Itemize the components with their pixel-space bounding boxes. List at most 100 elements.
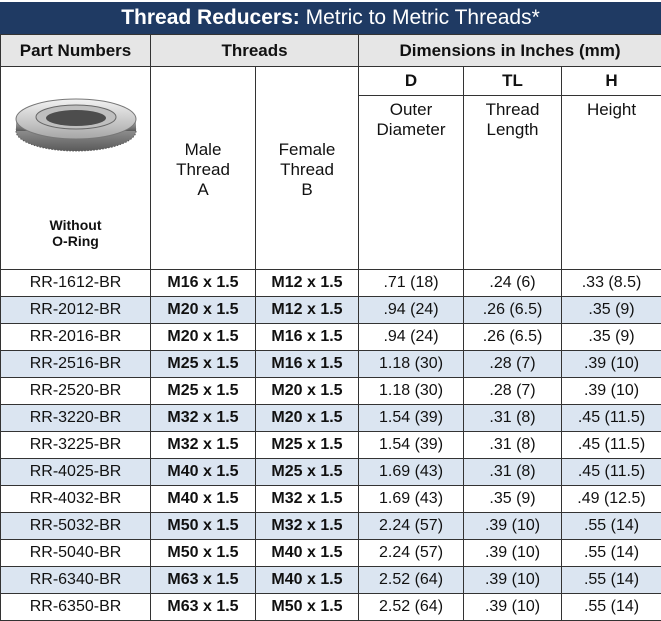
table-cell: .94 (24) [359,324,464,351]
table-cell: .35 (9) [464,486,562,513]
subheader-cell: Height [562,96,661,270]
table-cell: .39 (10) [562,378,661,405]
table-cell: .31 (8) [464,432,562,459]
table-cell: .26 (6.5) [464,297,562,324]
image-caption: Without O-Ring [4,217,147,249]
table-cell: RR-5032-BR [1,513,151,540]
table-cell: .35 (9) [562,324,661,351]
table-cell: M50 x 1.5 [256,594,359,621]
table-cell: .55 (14) [562,567,661,594]
table-cell: M40 x 1.5 [256,540,359,567]
table-cell: 1.54 (39) [359,432,464,459]
table-cell: .45 (11.5) [562,459,661,486]
table-cell: M16 x 1.5 [256,324,359,351]
table-cell: M40 x 1.5 [151,486,256,513]
subheader-symbol: D [359,67,464,96]
table-cell: M32 x 1.5 [256,513,359,540]
table-cell: M32 x 1.5 [151,405,256,432]
table-cell: M50 x 1.5 [151,540,256,567]
title-bar: Thread Reducers: Metric to Metric Thread… [0,2,661,34]
table-cell: RR-2520-BR [1,378,151,405]
table-cell: M32 x 1.5 [256,486,359,513]
table-cell: .55 (14) [562,513,661,540]
table-cell: M40 x 1.5 [151,459,256,486]
table-cell: M50 x 1.5 [151,513,256,540]
table-cell: 1.69 (43) [359,459,464,486]
table-cell: RR-3225-BR [1,432,151,459]
table-cell: RR-2016-BR [1,324,151,351]
table-cell: 2.24 (57) [359,513,464,540]
table-cell: RR-3220-BR [1,405,151,432]
header-row: Part Numbers Threads Dimensions in Inche… [1,35,661,67]
image-cell: Without O-Ring [1,67,151,270]
table-cell: .45 (11.5) [562,432,661,459]
table-cell: RR-6350-BR [1,594,151,621]
table-cell: 1.18 (30) [359,378,464,405]
table-cell: RR-2012-BR [1,297,151,324]
header-cell: Threads [151,35,359,67]
table-cell: M25 x 1.5 [256,459,359,486]
table-cell: 1.69 (43) [359,486,464,513]
table-cell: .55 (14) [562,540,661,567]
table-cell: .39 (10) [464,567,562,594]
product-image [6,91,146,191]
table-cell: M20 x 1.5 [151,297,256,324]
table-cell: RR-5040-BR [1,540,151,567]
header-cell: Dimensions in Inches (mm) [359,35,661,67]
table-cell: 2.52 (64) [359,567,464,594]
table-cell: 1.18 (30) [359,351,464,378]
table-cell: .33 (8.5) [562,270,661,297]
table-cell: .24 (6) [464,270,562,297]
subheader-row: Without O-Ring Male Thread A Female Thre… [1,67,661,96]
table-cell: M63 x 1.5 [151,567,256,594]
table-cell: 2.24 (57) [359,540,464,567]
table-cell: M25 x 1.5 [151,351,256,378]
table-cell: .28 (7) [464,351,562,378]
subheader-symbol: H [562,67,661,96]
table-cell: .39 (10) [562,351,661,378]
subheader-cell: Thread Length [464,96,562,270]
table-cell: 1.54 (39) [359,405,464,432]
table-cell: RR-4025-BR [1,459,151,486]
title-bold: Thread Reducers: [121,6,300,29]
table-cell: RR-6340-BR [1,567,151,594]
table-cell: M40 x 1.5 [256,567,359,594]
table-cell: .39 (10) [464,513,562,540]
table-cell: M16 x 1.5 [151,270,256,297]
table-cell: .55 (14) [562,594,661,621]
table-cell: .31 (8) [464,405,562,432]
page: Thread Reducers: Metric to Metric Thread… [0,0,661,599]
table-cell: M20 x 1.5 [256,405,359,432]
table-cell: .39 (10) [464,594,562,621]
table-cell: RR-4032-BR [1,486,151,513]
table-cell: M32 x 1.5 [151,432,256,459]
table-cell: .26 (6.5) [464,324,562,351]
table-cell: RR-2516-BR [1,351,151,378]
subheader-cell: Outer Diameter [359,96,464,270]
table-cell: .94 (24) [359,297,464,324]
table-cell: .28 (7) [464,378,562,405]
table-cell: .39 (10) [464,540,562,567]
subheader-symbol: TL [464,67,562,96]
title-rest: Metric to Metric Threads* [300,6,540,29]
spec-table: Part Numbers Threads Dimensions in Inche… [0,34,661,621]
table-cell: M25 x 1.5 [151,378,256,405]
table-cell: M63 x 1.5 [151,594,256,621]
subheader-cell: Male Thread A [151,67,256,270]
table-cell: RR-1612-BR [1,270,151,297]
table-cell: .71 (18) [359,270,464,297]
table-cell: .45 (11.5) [562,405,661,432]
table-cell: M12 x 1.5 [256,270,359,297]
